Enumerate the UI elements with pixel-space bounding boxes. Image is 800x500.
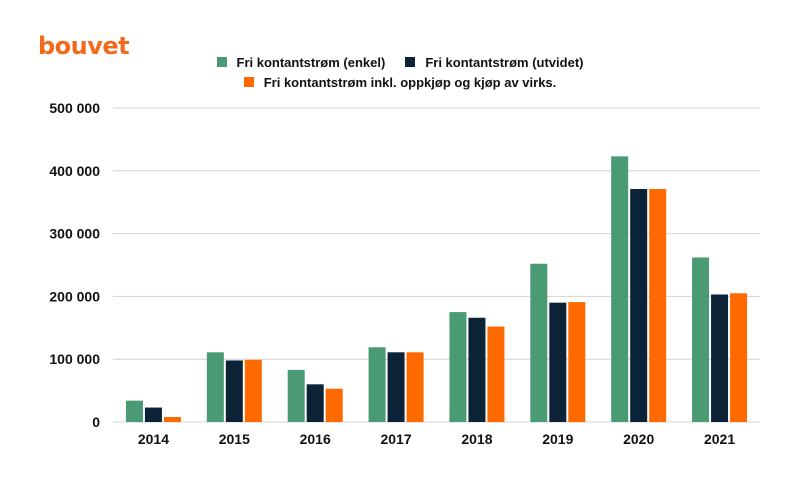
legend-label-utvidet: Fri kontantstrøm (utvidet): [425, 54, 584, 70]
bar-2017-series-0: [368, 347, 386, 422]
bar-2014-series-0: [125, 400, 143, 422]
x-tick-label: 2019: [542, 431, 573, 447]
y-tick-label: 0: [92, 414, 100, 430]
x-tick-label: 2020: [623, 431, 654, 447]
y-tick-label: 300 000: [49, 226, 100, 242]
x-tick-label: 2017: [380, 431, 411, 447]
bar-2017-series-2: [406, 352, 424, 422]
bar-2018-series-0: [449, 312, 467, 422]
bar-2016-series-0: [287, 369, 305, 422]
x-tick-label: 2016: [300, 431, 331, 447]
bar-2015-series-0: [206, 352, 224, 422]
bar-2016-series-2: [325, 388, 343, 422]
legend-label-enkel: Fri kontantstrøm (enkel): [236, 54, 386, 70]
x-tick-label: 2018: [461, 431, 492, 447]
y-tick-label: 400 000: [49, 163, 100, 179]
bar-2015-series-1: [225, 360, 243, 422]
chart-legend: Fri kontantstrøm (enkel) Fri kontantstrø…: [0, 52, 800, 92]
legend-row-1: Fri kontantstrøm (enkel) Fri kontantstrø…: [0, 52, 800, 72]
legend-item-inkl-oppkjop: Fri kontantstrøm inkl. oppkjøp og kjøp a…: [243, 74, 557, 90]
bar-2020-series-0: [611, 156, 629, 422]
y-tick-label: 200 000: [49, 288, 100, 304]
bar-2017-series-1: [387, 352, 405, 422]
bar-2021-series-1: [711, 294, 729, 422]
x-tick-label: 2014: [138, 431, 169, 447]
x-tick-label: 2015: [219, 431, 250, 447]
legend-row-2: Fri kontantstrøm inkl. oppkjøp og kjøp a…: [0, 72, 800, 92]
legend-item-enkel: Fri kontantstrøm (enkel): [216, 54, 386, 70]
y-tick-label: 500 000: [49, 100, 100, 116]
y-tick-label: 100 000: [49, 351, 100, 367]
legend-item-utvidet: Fri kontantstrøm (utvidet): [405, 55, 583, 70]
legend-swatch-inkl-oppkjop: [243, 77, 254, 87]
bar-2018-series-1: [468, 317, 486, 422]
bar-2021-series-2: [730, 293, 748, 422]
bar-2015-series-2: [244, 359, 262, 422]
bar-2019-series-1: [549, 302, 567, 422]
bar-2019-series-0: [530, 263, 548, 422]
bar-2014-series-2: [163, 416, 181, 422]
x-tick-label: 2021: [704, 431, 735, 447]
bouvet-logo: bouvet: [38, 32, 130, 60]
bar-2021-series-0: [692, 257, 710, 422]
bar-2020-series-2: [649, 189, 667, 422]
legend-swatch-enkel: [216, 57, 227, 67]
legend-swatch-utvidet: [405, 57, 416, 67]
bar-2016-series-1: [306, 384, 324, 422]
bar-2014-series-1: [144, 407, 162, 422]
legend-label-inkl-oppkjop: Fri kontantstrøm inkl. oppkjøp og kjøp a…: [263, 74, 557, 90]
bar-2020-series-1: [630, 189, 648, 422]
bar-2019-series-2: [568, 302, 586, 422]
bar-2018-series-2: [487, 326, 505, 422]
